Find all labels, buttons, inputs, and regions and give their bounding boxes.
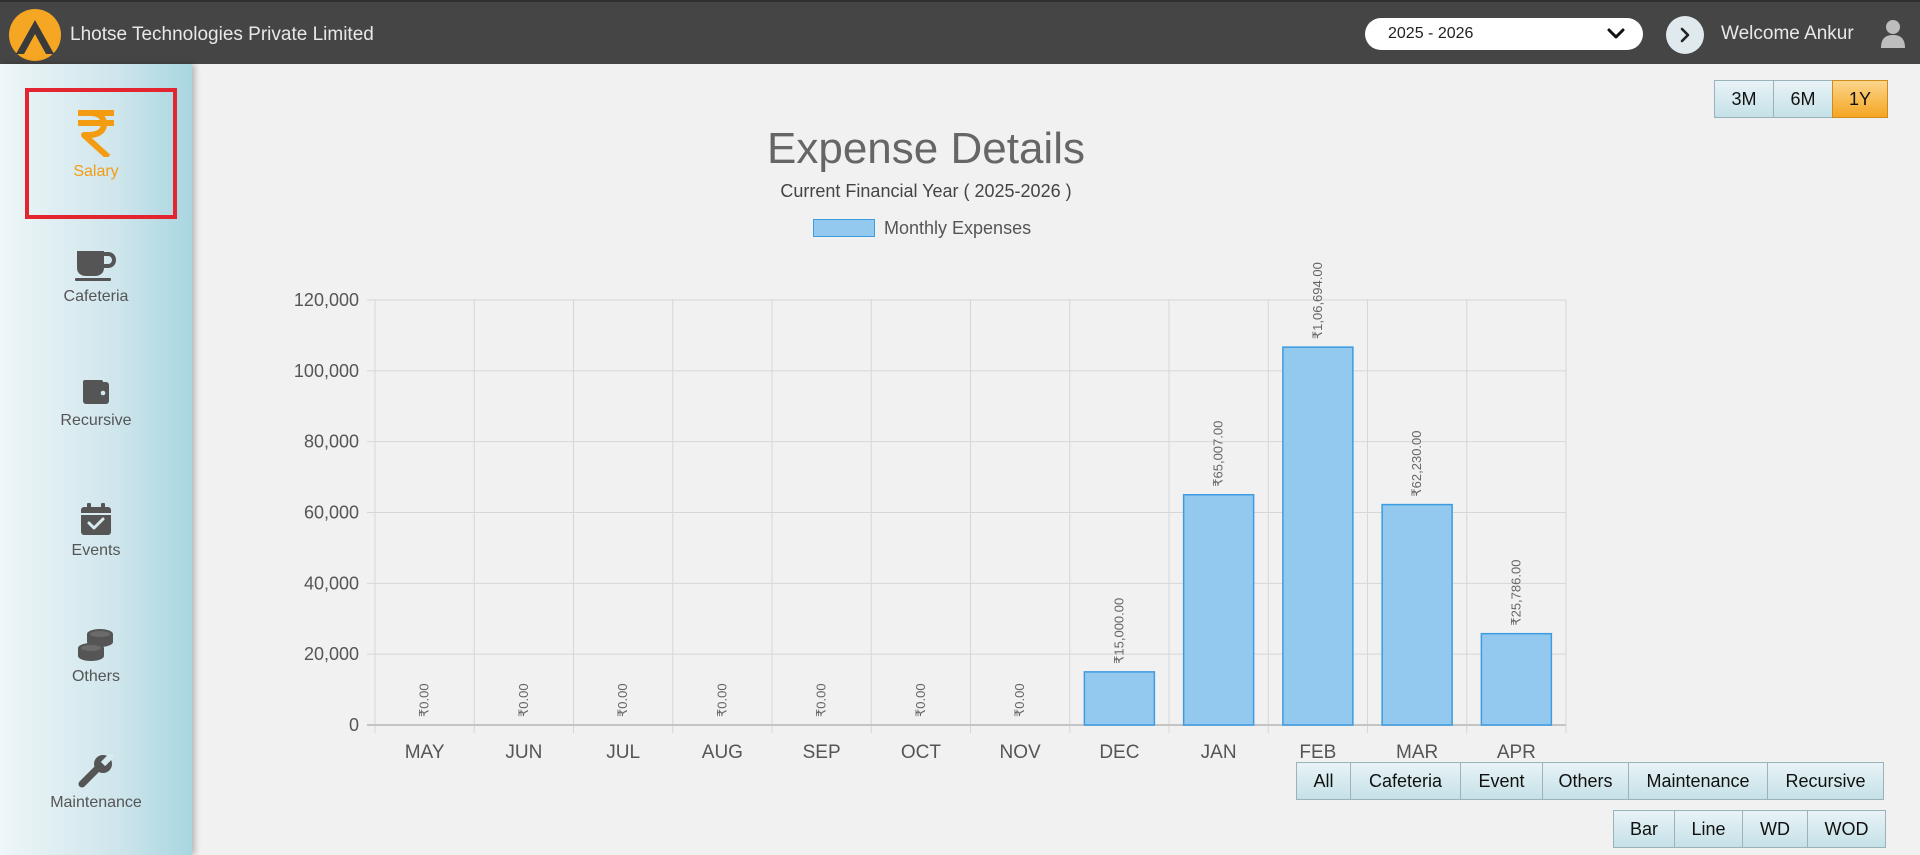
- user-icon[interactable]: [1880, 19, 1906, 49]
- filter-event-button[interactable]: Event: [1460, 762, 1543, 800]
- data-label: ₹0.00: [615, 683, 630, 717]
- data-label: ₹65,007.00: [1211, 421, 1226, 487]
- sidebar-item-recursive[interactable]: Recursive: [0, 378, 192, 430]
- x-tick-label: FEB: [1299, 742, 1336, 763]
- legend-swatch: [813, 219, 875, 237]
- x-tick-label: NOV: [1000, 742, 1042, 763]
- chart-subtitle: Current Financial Year ( 2025-2026 ): [780, 181, 1072, 201]
- y-tick-label: 100,000: [294, 361, 359, 381]
- x-tick-label: OCT: [901, 742, 942, 763]
- x-tick-label: JUN: [505, 742, 542, 763]
- data-label: ₹15,000.00: [1111, 598, 1126, 664]
- x-tick-label: AUG: [702, 742, 743, 763]
- chevron-right-icon: [1680, 27, 1690, 43]
- range-3m-button[interactable]: 3M: [1714, 80, 1774, 118]
- sidebar-item-others[interactable]: Others: [0, 628, 192, 686]
- wallet-icon: [83, 380, 109, 404]
- x-tick-label: JAN: [1201, 742, 1237, 763]
- welcome-text: Welcome Ankur: [1721, 23, 1854, 44]
- data-label: ₹0.00: [1012, 683, 1027, 717]
- sidebar: Salary Cafeteria Recursive Events: [0, 64, 192, 855]
- company-logo-icon: [9, 9, 61, 61]
- coffee-cup-icon: [75, 251, 117, 281]
- y-tick-label: 20,000: [304, 644, 359, 664]
- bar-dec: [1083, 671, 1156, 726]
- coins-icon: [78, 629, 113, 661]
- sidebar-item-maintenance[interactable]: Maintenance: [0, 754, 192, 812]
- chart-type-wd-button[interactable]: WD: [1742, 810, 1808, 848]
- data-label: ₹0.00: [516, 683, 531, 717]
- chart-type-line-button[interactable]: Line: [1674, 810, 1743, 848]
- range-6m-button[interactable]: 6M: [1773, 80, 1833, 118]
- x-tick-label: SEP: [803, 742, 841, 763]
- company-name: Lhotse Technologies Private Limited: [70, 24, 374, 45]
- chart-title: Expense Details: [767, 124, 1085, 173]
- chart-type-bar-button[interactable]: Bar: [1613, 810, 1675, 848]
- range-1y-button[interactable]: 1Y: [1832, 80, 1888, 118]
- sidebar-item-salary[interactable]: Salary: [0, 109, 192, 181]
- x-tick-label: JUL: [606, 742, 640, 763]
- chevron-down-icon: [1607, 28, 1625, 39]
- next-button[interactable]: [1666, 16, 1704, 54]
- financial-year-select[interactable]: 2025 - 2026: [1365, 18, 1643, 50]
- y-tick-label: 60,000: [304, 503, 359, 523]
- wrench-icon: [78, 754, 114, 788]
- sidebar-item-label: Recursive: [60, 412, 132, 429]
- calendar-check-icon: [81, 503, 111, 535]
- data-label: ₹0.00: [814, 683, 829, 717]
- x-tick-label: APR: [1497, 742, 1536, 763]
- data-label: ₹0.00: [913, 683, 928, 717]
- chart-type-wod-button[interactable]: WOD: [1807, 810, 1886, 848]
- category-filter-group: All Cafeteria Event Others Maintenance R…: [1296, 762, 1884, 800]
- bar-apr: [1480, 632, 1553, 726]
- filter-recursive-button[interactable]: Recursive: [1767, 762, 1884, 800]
- bar-feb: [1282, 346, 1354, 726]
- chart-type-group: Bar Line WD WOD: [1613, 810, 1886, 848]
- filter-all-button[interactable]: All: [1296, 762, 1351, 800]
- data-label: ₹1,06,694.00: [1310, 262, 1325, 339]
- selection-highlight: [25, 88, 177, 219]
- sidebar-item-events[interactable]: Events: [0, 502, 192, 560]
- filter-maintenance-button[interactable]: Maintenance: [1628, 762, 1768, 800]
- y-tick-label: 40,000: [304, 573, 359, 593]
- sidebar-item-label: Salary: [73, 163, 119, 180]
- filter-others-button[interactable]: Others: [1542, 762, 1629, 800]
- filter-cafeteria-button[interactable]: Cafeteria: [1350, 762, 1461, 800]
- sidebar-item-label: Events: [71, 542, 121, 559]
- rupee-icon: [78, 110, 114, 157]
- chart-legend[interactable]: Monthly Expenses: [813, 218, 1031, 238]
- x-tick-label: MAR: [1396, 742, 1438, 763]
- sidebar-item-label: Cafeteria: [63, 288, 129, 305]
- data-label: ₹0.00: [417, 683, 432, 717]
- bar-mar: [1381, 503, 1453, 726]
- sidebar-item-label: Maintenance: [50, 794, 142, 811]
- financial-year-value: 2025 - 2026: [1388, 25, 1474, 42]
- data-label: ₹0.00: [714, 683, 729, 717]
- sidebar-item-label: Others: [71, 668, 120, 685]
- bar-jan: [1182, 494, 1255, 726]
- data-label: ₹25,786.00: [1508, 560, 1523, 626]
- data-label: ₹62,230.00: [1409, 430, 1424, 496]
- legend-label: Monthly Expenses: [884, 217, 1032, 238]
- y-tick-label: 80,000: [304, 432, 359, 452]
- x-tick-label: MAY: [405, 742, 445, 763]
- sidebar-item-cafeteria[interactable]: Cafeteria: [0, 248, 192, 306]
- top-bar: Lhotse Technologies Private Limited 2025…: [0, 0, 1920, 64]
- range-button-group: 3M 6M 1Y: [1714, 80, 1888, 118]
- x-tick-label: DEC: [1099, 742, 1139, 763]
- y-tick-label: 0: [349, 715, 359, 735]
- y-tick-label: 120,000: [294, 290, 359, 310]
